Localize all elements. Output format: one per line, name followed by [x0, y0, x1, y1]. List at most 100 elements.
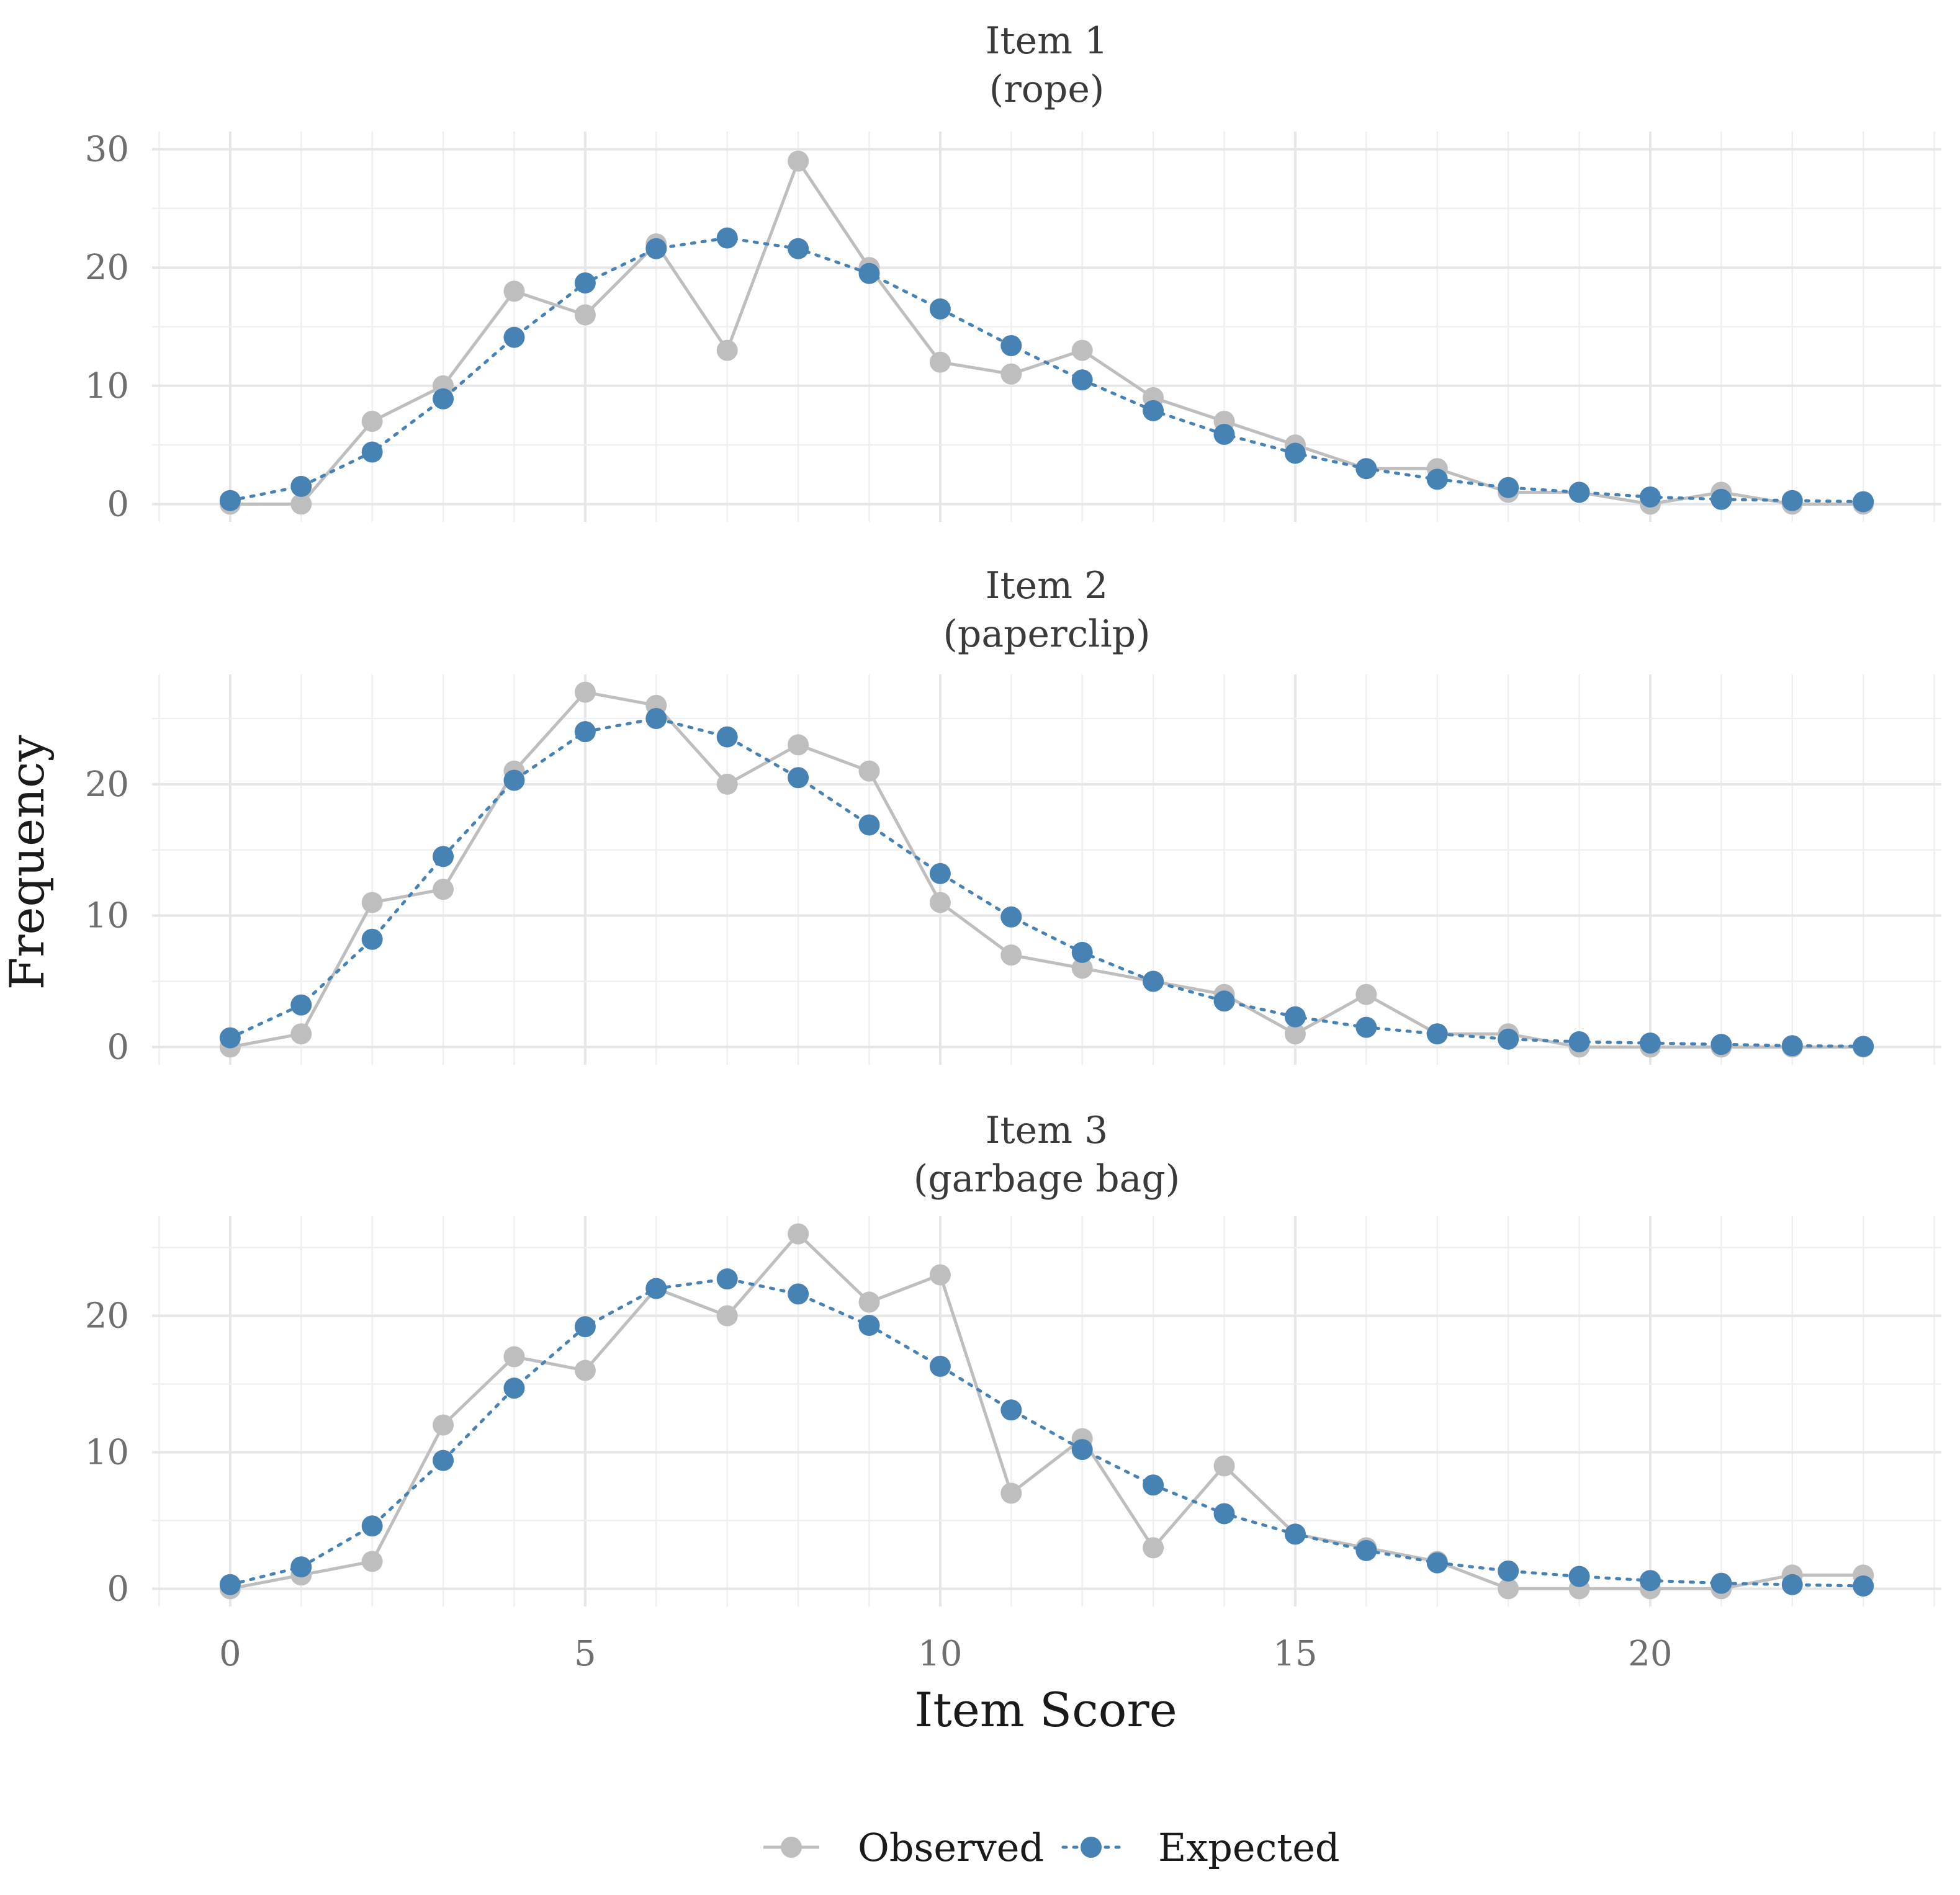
data-point-expected: [645, 707, 667, 729]
legend: Observed Expected: [763, 1825, 1340, 1870]
data-point-expected: [1284, 442, 1306, 464]
data-point-expected: [1781, 1035, 1803, 1057]
data-point-expected: [1284, 1523, 1306, 1545]
series-line-expected: [228, 717, 1865, 1048]
data-point-expected: [716, 1268, 738, 1290]
panel-title: Item 1: [986, 19, 1108, 63]
data-point-expected: [433, 388, 454, 410]
data-point-expected: [1639, 1033, 1661, 1054]
x-tick-label: 15: [1273, 1634, 1317, 1674]
data-point-observed: [1355, 983, 1377, 1005]
data-point-expected: [858, 262, 880, 284]
data-point-expected: [1639, 1570, 1661, 1592]
data-point-expected: [290, 994, 312, 1016]
data-point-expected: [574, 1316, 596, 1338]
data-point-observed: [858, 760, 880, 782]
data-point-observed: [503, 1346, 525, 1368]
data-point-observed: [1000, 363, 1022, 385]
data-point-expected: [290, 1556, 312, 1578]
data-point-expected: [1213, 423, 1235, 445]
series-expected: [219, 1268, 1874, 1597]
data-point-expected: [1498, 477, 1519, 498]
data-point-observed: [1213, 1455, 1235, 1477]
data-point-observed: [503, 280, 525, 302]
panel-subtitle: (paperclip): [943, 612, 1151, 656]
data-point-expected: [1568, 482, 1590, 503]
data-point-observed: [716, 339, 738, 361]
data-point-observed: [433, 879, 454, 900]
data-point-expected: [1711, 1572, 1732, 1594]
data-point-observed: [290, 1023, 312, 1045]
data-point-expected: [503, 769, 525, 791]
y-tick-label: 10: [85, 366, 129, 406]
data-point-expected: [219, 1027, 241, 1049]
y-axis-title: Frequency: [0, 735, 55, 990]
data-point-expected: [1853, 1575, 1874, 1597]
data-point-expected: [929, 862, 951, 884]
data-point-expected: [1355, 458, 1377, 480]
data-point-expected: [433, 846, 454, 867]
data-point-expected: [361, 928, 383, 950]
data-point-expected: [1355, 1016, 1377, 1038]
data-point-expected: [1000, 1399, 1022, 1421]
data-point-expected: [1711, 488, 1732, 510]
data-point-expected: [788, 1283, 809, 1305]
data-point-expected: [1498, 1028, 1519, 1050]
data-point-expected: [1071, 941, 1093, 963]
data-point-expected: [1071, 1439, 1093, 1461]
data-point-observed: [858, 1291, 880, 1313]
y-tick-label: 30: [85, 130, 129, 170]
data-point-expected: [929, 1355, 951, 1377]
data-point-expected: [1711, 1034, 1732, 1055]
data-point-observed: [929, 1264, 951, 1286]
legend-key-observed: [763, 1837, 819, 1858]
data-point-expected: [1639, 486, 1661, 508]
series-expected: [219, 707, 1874, 1057]
x-tick-label: 0: [219, 1634, 241, 1674]
data-point-expected: [574, 272, 596, 293]
data-point-observed: [1071, 957, 1093, 979]
data-point-expected: [1853, 491, 1874, 513]
data-point-observed: [574, 1360, 596, 1381]
data-point-expected: [1568, 1031, 1590, 1052]
panel-title: Item 2: [986, 564, 1108, 607]
data-point-expected: [1143, 1474, 1164, 1496]
legend-label-observed: Observed: [858, 1825, 1044, 1870]
y-tick-label: 20: [85, 1296, 129, 1337]
data-point-observed: [929, 351, 951, 373]
data-point-observed: [716, 1305, 738, 1327]
data-point-expected: [219, 1574, 241, 1595]
data-point-observed: [361, 410, 383, 432]
data-point-observed: [1143, 1537, 1164, 1559]
data-point-observed: [574, 681, 596, 703]
data-point-observed: [574, 304, 596, 326]
data-point-expected: [361, 441, 383, 463]
legend-key-expected: [1061, 1837, 1121, 1858]
data-point-expected: [1568, 1566, 1590, 1587]
x-axis-title: Item Score: [914, 1682, 1177, 1737]
data-point-expected: [1143, 970, 1164, 992]
y-tick-label: 0: [107, 1027, 129, 1067]
grid: [152, 674, 1941, 1065]
data-point-expected: [1213, 990, 1235, 1012]
data-point-observed: [788, 150, 809, 172]
data-point-expected: [1284, 1006, 1306, 1028]
data-point-expected: [645, 238, 667, 259]
data-point-expected: [1853, 1036, 1874, 1057]
legend-label-expected: Expected: [1158, 1825, 1340, 1870]
x-tick-label: 20: [1628, 1634, 1672, 1674]
data-point-expected: [1426, 1023, 1448, 1045]
panel-3: Item 3 (garbage bag) 0 10 20 0 5 10 15 20: [85, 1109, 1941, 1674]
data-point-expected: [1355, 1539, 1377, 1561]
data-point-expected: [929, 298, 951, 320]
y-tick-label: 10: [85, 896, 129, 936]
data-point-expected: [1000, 334, 1022, 356]
data-point-expected: [1000, 906, 1022, 928]
panel-2: Item 2 (paperclip) 0 10 20: [85, 564, 1941, 1067]
y-tick-label: 0: [107, 484, 129, 524]
series-line-expected: [228, 1277, 1865, 1588]
series-line-observed: [230, 1231, 1864, 1590]
data-point-observed: [433, 1414, 454, 1436]
series-line-expected: [228, 236, 1865, 504]
data-point-expected: [1071, 369, 1093, 391]
